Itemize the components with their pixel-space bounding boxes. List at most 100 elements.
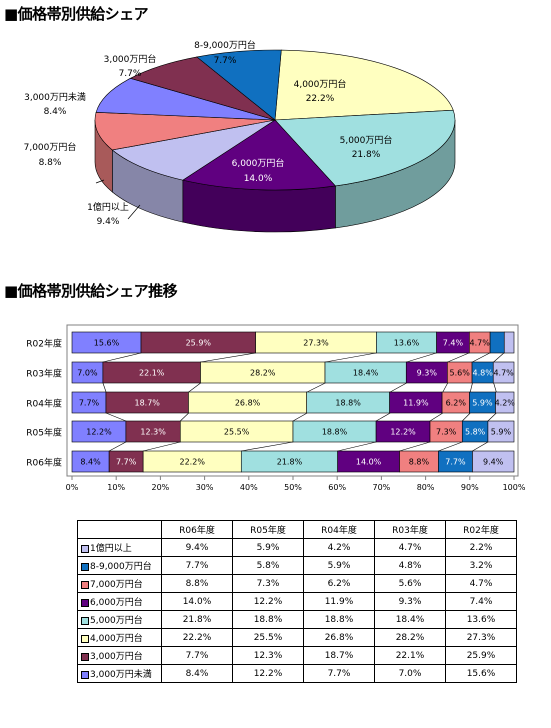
series-connector — [143, 441, 181, 452]
x-tick-label: 100% — [503, 483, 526, 492]
x-tick-label: 90% — [461, 483, 479, 492]
x-tick-label: 50% — [284, 483, 302, 492]
bar-value-label: 18.4% — [353, 369, 379, 378]
series-connector — [292, 412, 308, 422]
row-label-text: 6,000万円台 — [90, 598, 143, 608]
series-connector — [200, 352, 256, 363]
table-cell: 22.1% — [374, 646, 446, 665]
pie-value-label: 14.0% — [244, 174, 273, 184]
table-cell: 12.2% — [232, 664, 304, 683]
bar-segment — [489, 331, 505, 354]
table-cell: 8.8% — [161, 574, 233, 593]
pie-value-label: 9.4% — [97, 217, 120, 227]
row-label: 7,000万円台 — [77, 574, 162, 593]
table-cell: 25.5% — [232, 628, 304, 647]
series-connector — [188, 382, 201, 393]
pie-chart: 4,000万円台 22.2% 5,000万円台 21.8% 6,000万円台 14.0% 1… — [24, 39, 456, 233]
series-connector — [399, 441, 431, 452]
table-cell: 18.8% — [303, 610, 375, 629]
series-connector — [390, 382, 407, 393]
bar-value-label: 13.6% — [394, 339, 420, 348]
bar-value-label: 8.4% — [80, 458, 101, 467]
row-label-text: 5,000万円台 — [90, 616, 143, 626]
bar-value-label: 5.9% — [472, 399, 493, 408]
row-label: 3,000万円台 — [77, 646, 162, 665]
bar-value-label: 14.0% — [356, 458, 382, 467]
bar-value-label: 12.2% — [86, 428, 112, 437]
row-label-text: 8-9,000万円台 — [90, 562, 152, 572]
bar-value-label: 7.7% — [116, 458, 137, 467]
stacked-bar-chart: R02年度 R03年度 R04年度 R05年度 R06年度 15.6% 25.9% 27.3%… — [26, 324, 526, 492]
table-cell: 5.9% — [303, 556, 375, 575]
legend-swatch — [81, 652, 89, 661]
table-cell: 7.4% — [445, 592, 517, 611]
table-row: 3,000万円未満 8.4% 12.2% 7.7% 7.0% 15.6% — [77, 664, 517, 683]
bar-value-label: 6.2% — [446, 399, 467, 408]
table-column-header: R05年度 — [232, 520, 304, 539]
table-cell: 13.6% — [445, 610, 517, 629]
pie-value-label: 7.7% — [119, 69, 142, 79]
series-connector — [102, 352, 142, 363]
bar-value-label: 28.2% — [250, 369, 276, 378]
pie-label: 3,000万円未満 — [24, 91, 86, 103]
bar-value-label: 7.4% — [443, 339, 464, 348]
row-label: 4,000万円台 — [77, 628, 162, 647]
table-column-header: R02年度 — [445, 520, 517, 539]
bar-segment — [472, 450, 515, 473]
series-connector — [472, 441, 489, 452]
table-column-header: R06年度 — [161, 520, 233, 539]
bar-value-label: 25.5% — [224, 428, 250, 437]
series-connector — [325, 352, 377, 363]
pie-slice-7-000 — [94, 111, 276, 151]
series-connector — [337, 441, 377, 452]
row-label: 1億円以上 — [77, 538, 162, 557]
bar-value-label: 27.3% — [303, 339, 329, 348]
bar-value-label: 7.0% — [77, 369, 98, 378]
table-cell: 18.4% — [374, 610, 446, 629]
series-connector — [406, 352, 437, 363]
table-cell: 6.2% — [303, 574, 375, 593]
bar-value-label: 5.8% — [465, 428, 486, 437]
x-tick-label: 30% — [196, 483, 214, 492]
series-connector — [493, 352, 505, 363]
bar-value-label: 12.2% — [390, 428, 416, 437]
bar-value-label: 21.8% — [277, 458, 303, 467]
row-label-text: 7,000万円台 — [90, 580, 143, 590]
pie-slice-6-000 — [182, 119, 336, 191]
pie-label: 6,000万円台 — [232, 157, 285, 169]
legend-swatch — [81, 544, 89, 553]
bar-value-label: 22.2% — [180, 458, 206, 467]
x-tick-label: 70% — [373, 483, 391, 492]
category-label: R03年度 — [26, 368, 62, 380]
table-cell: 3.2% — [445, 556, 517, 575]
table-cell: 2.2% — [445, 538, 517, 557]
bar-value-label: 9.3% — [417, 369, 438, 378]
table-cell: 7.7% — [161, 556, 233, 575]
category-label: R06年度 — [26, 457, 62, 469]
table-cell: 22.2% — [161, 628, 233, 647]
table-cell: 8.4% — [161, 664, 233, 683]
pie-label: 5,000万円台 — [340, 134, 393, 146]
row-label-text: 4,000万円台 — [90, 634, 143, 644]
table-row: 1億円以上 9.4% 5.9% 4.2% 4.7% 2.2% — [77, 538, 517, 557]
legend-swatch — [81, 616, 89, 625]
table-cell: 14.0% — [161, 592, 233, 611]
legend-swatch — [81, 580, 89, 589]
pie-label: 4,000万円台 — [294, 78, 347, 90]
table-cell: 12.3% — [232, 646, 304, 665]
pie-value-label: 21.8% — [352, 150, 381, 160]
pie-chart-title: ■価格帯別供給シェア — [4, 5, 149, 23]
series-connector — [447, 352, 470, 363]
pie-value-label: 22.2% — [306, 94, 335, 104]
pie-label: 8-9,000万円台 — [194, 39, 256, 51]
x-tick-label: 60% — [328, 483, 346, 492]
x-tick-label: 0% — [66, 483, 79, 492]
table-column-header: R04年度 — [303, 520, 375, 539]
table-row: 5,000万円台 21.8% 18.8% 18.8% 18.4% 13.6% — [77, 610, 517, 629]
table-cell: 4.7% — [374, 538, 446, 557]
pie-label: 1億円以上 — [87, 201, 129, 213]
bar-segment — [487, 420, 515, 443]
bar-value-label: 9.4% — [483, 458, 504, 467]
bar-value-label: 7.7% — [79, 399, 100, 408]
x-tick-label: 20% — [152, 483, 170, 492]
